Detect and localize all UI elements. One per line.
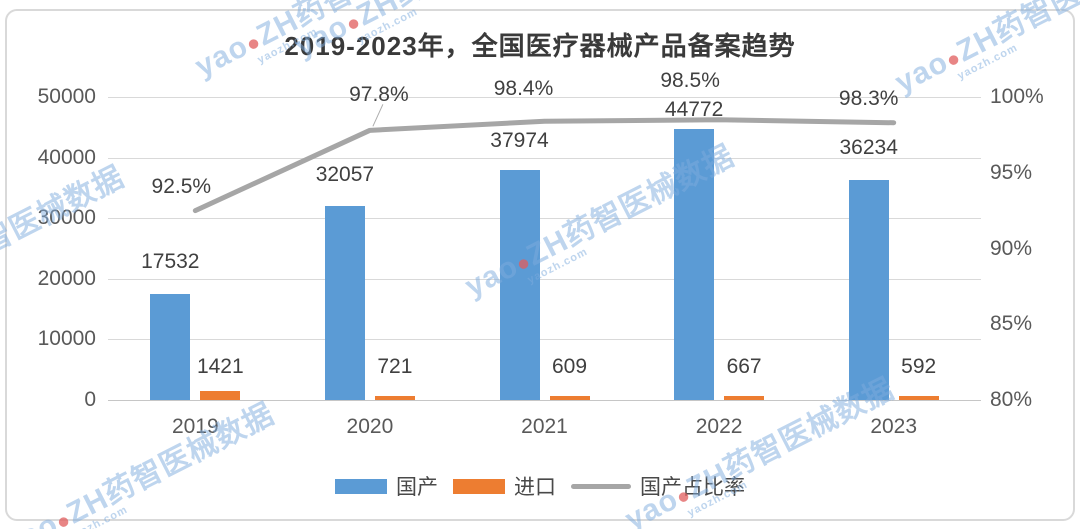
domestic-bar bbox=[499, 169, 540, 400]
legend-line-swatch bbox=[571, 483, 631, 489]
gridline bbox=[108, 278, 981, 280]
domestic-bar bbox=[674, 128, 715, 400]
gridline bbox=[108, 218, 981, 220]
left-axis-tick: 30000 bbox=[37, 206, 96, 230]
x-axis-category-label: 2019 bbox=[171, 415, 219, 438]
x-axis-category-label: 2021 bbox=[521, 415, 568, 438]
left-axis-tick: 50000 bbox=[37, 85, 96, 108]
domestic-value-label: 17532 bbox=[141, 249, 200, 273]
import-bar bbox=[549, 396, 590, 400]
legend-label: 国产 bbox=[396, 476, 438, 499]
ratio-point-label: 97.8% bbox=[349, 83, 409, 107]
domestic-bar bbox=[150, 293, 191, 400]
legend-item: 国产 bbox=[335, 471, 438, 501]
import-bar bbox=[200, 391, 241, 400]
domestic-value-label: 36234 bbox=[839, 136, 898, 160]
legend-label: 进口 bbox=[514, 476, 556, 499]
x-axis-category-label: 2022 bbox=[695, 415, 743, 438]
x-axis-category-label: 2023 bbox=[870, 415, 918, 438]
domestic-bar bbox=[848, 180, 889, 400]
right-axis-tick: 100% bbox=[990, 85, 1044, 108]
import-value-label: 667 bbox=[726, 355, 762, 378]
ratio-point-label: 98.5% bbox=[660, 68, 720, 92]
left-axis-tick: 40000 bbox=[37, 145, 96, 169]
x-axis-category-label: 2020 bbox=[346, 415, 394, 438]
right-axis-tick: 85% bbox=[990, 312, 1033, 336]
ratio-point-label: 98.4% bbox=[493, 77, 554, 101]
legend-label: 国产占比率 bbox=[640, 476, 745, 499]
legend-bar-swatch bbox=[335, 478, 387, 494]
gridline bbox=[108, 339, 981, 341]
import-value-label: 592 bbox=[901, 355, 937, 378]
label-leader-line bbox=[372, 104, 384, 127]
right-axis-tick: 95% bbox=[990, 160, 1033, 184]
ratio-point-label: 98.3% bbox=[838, 86, 899, 110]
left-axis-tick: 0 bbox=[84, 388, 96, 411]
import-bar bbox=[374, 395, 415, 400]
legend-item: 进口 bbox=[453, 471, 556, 501]
domestic-bar bbox=[324, 205, 365, 400]
domestic-value-label: 44772 bbox=[664, 97, 724, 121]
right-axis-tick: 90% bbox=[990, 236, 1033, 260]
domestic-value-label: 32057 bbox=[315, 162, 375, 186]
left-axis-tick: 20000 bbox=[37, 266, 96, 290]
left-axis-tick: 10000 bbox=[37, 327, 96, 351]
legend: 国产 进口 国产占比率 bbox=[0, 471, 1080, 501]
legend-bar-swatch bbox=[453, 478, 505, 494]
ratio-point-label: 92.5% bbox=[151, 174, 212, 198]
legend-item: 国产占比率 bbox=[571, 471, 745, 501]
domestic-value-label: 37974 bbox=[490, 128, 549, 152]
gridline bbox=[108, 97, 981, 98]
ratio-line bbox=[192, 117, 897, 214]
right-axis-tick: 80% bbox=[990, 388, 1033, 411]
import-value-label: 609 bbox=[551, 355, 588, 378]
import-value-label: 1421 bbox=[196, 355, 244, 378]
import-value-label: 721 bbox=[377, 355, 413, 378]
gridline bbox=[108, 400, 981, 401]
chart-title: 2019-2023年，全国医疗器械产品备案趋势 bbox=[284, 31, 796, 61]
gridline bbox=[108, 157, 981, 159]
import-bar bbox=[724, 395, 765, 400]
import-bar bbox=[898, 396, 939, 400]
